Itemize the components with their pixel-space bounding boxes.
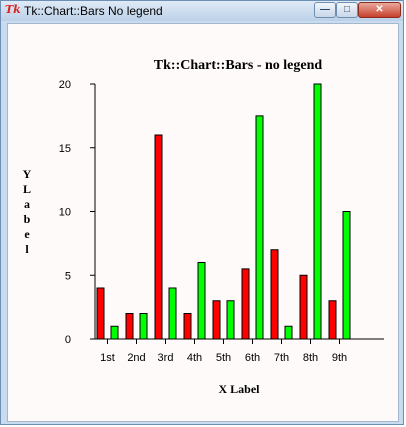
bar-9th-series2 bbox=[342, 211, 351, 340]
y-axis-ticks: 0 5 10 15 20 bbox=[59, 79, 95, 346]
x-tick-label: 2nd bbox=[127, 352, 145, 364]
bar-2nd-series1 bbox=[125, 313, 134, 340]
x-tick-label: 5th bbox=[216, 352, 231, 364]
y-label-letter: a bbox=[24, 197, 30, 211]
bar-8th-series1 bbox=[299, 274, 308, 340]
y-tick-label: 10 bbox=[59, 207, 71, 219]
bars bbox=[96, 83, 351, 340]
minimize-button[interactable]: — bbox=[314, 2, 336, 18]
y-label-letter: l bbox=[25, 242, 29, 256]
x-tick-label: 9th bbox=[332, 352, 347, 364]
bar-5th-series1 bbox=[212, 300, 221, 340]
y-label-letter: Y bbox=[23, 167, 32, 181]
bar-1st-series1 bbox=[96, 287, 105, 340]
x-tick-label: 6th bbox=[245, 352, 260, 364]
maximize-icon: □ bbox=[343, 4, 351, 15]
minimize-icon: — bbox=[320, 4, 330, 15]
x-tick-label: 4th bbox=[187, 352, 202, 364]
y-tick-label: 20 bbox=[59, 79, 71, 91]
chart-title: Tk::Chart::Bars - no legend bbox=[154, 58, 323, 73]
chart-axes bbox=[94, 84, 384, 340]
y-tick-label: 15 bbox=[59, 143, 71, 155]
close-button[interactable]: ✕ bbox=[358, 2, 401, 18]
close-icon: ✕ bbox=[375, 4, 384, 15]
y-label-letter: L bbox=[23, 182, 31, 196]
x-axis-label: X Label bbox=[218, 382, 260, 396]
title-bar[interactable]: Tk Tk::Chart::Bars No legend — □ ✕ bbox=[1, 1, 403, 21]
bar-6th-series2 bbox=[255, 115, 264, 340]
y-tick-label: 0 bbox=[65, 334, 71, 346]
bar-4th-series1 bbox=[183, 313, 192, 340]
x-tick-label: 3rd bbox=[158, 352, 174, 364]
y-label-letter: e bbox=[24, 227, 30, 241]
bar-9th-series1 bbox=[328, 300, 337, 340]
bar-7th-series1 bbox=[270, 249, 279, 340]
maximize-button[interactable]: □ bbox=[336, 2, 358, 18]
bar-5th-series2 bbox=[226, 300, 235, 340]
bar-3rd-series1 bbox=[154, 134, 163, 340]
y-label-letter: b bbox=[24, 212, 31, 226]
x-axis-ticks: 1st 2nd 3rd 4th 5th 6th 7th 8th 9th bbox=[100, 339, 347, 364]
bar-1st-series2 bbox=[110, 325, 119, 340]
bar-8th-series2 bbox=[313, 83, 322, 340]
tk-icon: Tk bbox=[5, 3, 21, 16]
bar-3rd-series2 bbox=[168, 287, 177, 340]
x-tick-label: 8th bbox=[303, 352, 318, 364]
bar-7th-series2 bbox=[284, 325, 293, 340]
bar-6th-series1 bbox=[241, 268, 250, 340]
x-tick-label: 7th bbox=[274, 352, 289, 364]
y-tick-label: 5 bbox=[65, 270, 71, 282]
window-title: Tk::Chart::Bars No legend bbox=[24, 4, 163, 18]
bar-chart: Tk::Chart::Bars - no legend X Label YLab… bbox=[23, 58, 384, 396]
bar-4th-series2 bbox=[197, 262, 206, 340]
x-tick-label: 1st bbox=[100, 352, 115, 364]
bar-2nd-series2 bbox=[139, 313, 148, 340]
